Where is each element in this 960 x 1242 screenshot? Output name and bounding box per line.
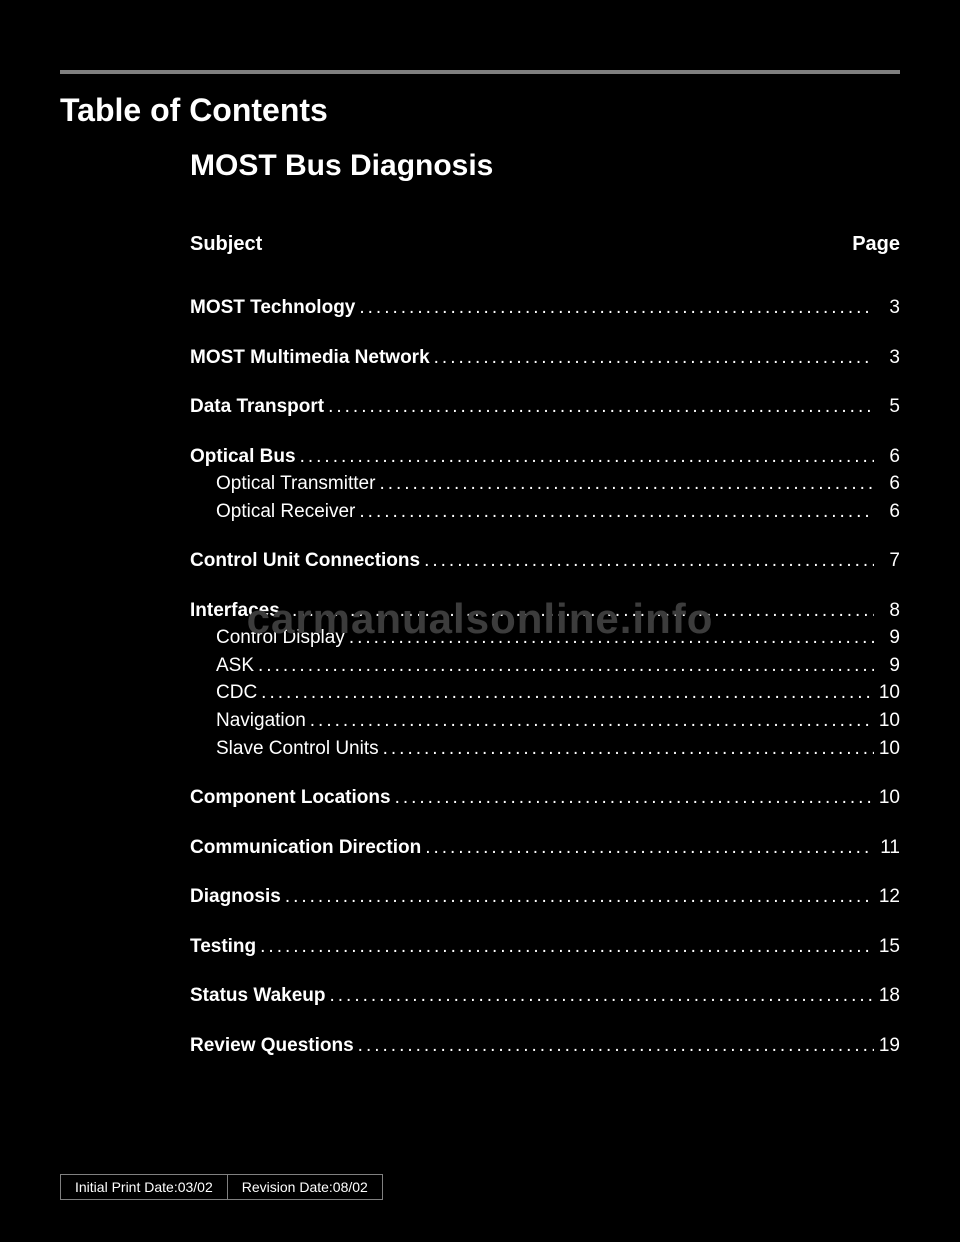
toc-entry-page: 15	[874, 933, 900, 961]
toc-entry-page: 10	[874, 784, 900, 812]
toc-leader-dots	[324, 393, 874, 421]
column-header-row: Subject Page	[190, 233, 900, 256]
toc-entry-page: 18	[874, 982, 900, 1010]
toc-entry-label: Optical Bus	[190, 443, 296, 471]
toc-leader-dots	[355, 498, 874, 526]
toc-leader-dots	[379, 735, 874, 763]
toc-entry-page: 12	[874, 883, 900, 911]
toc-row: CDC 10	[190, 679, 900, 707]
column-header-page: Page	[852, 233, 900, 256]
toc-row: Communication Direction 11	[190, 834, 900, 862]
toc-entry-label: ASK	[190, 652, 254, 680]
toc-entry-page: 8	[874, 597, 900, 625]
toc-row: ASK 9	[190, 652, 900, 680]
toc-entry-label: Communication Direction	[190, 834, 421, 862]
toc-leader-dots	[257, 679, 874, 707]
toc-row: Navigation 10	[190, 707, 900, 735]
toc-row: Testing 15	[190, 933, 900, 961]
toc-row: Component Locations 10	[190, 784, 900, 812]
toc-row: Slave Control Units 10	[190, 735, 900, 763]
toc-entry-label: Navigation	[190, 707, 306, 735]
toc-entry-page: 10	[874, 679, 900, 707]
toc-leader-dots	[306, 707, 874, 735]
document-title: MOST Bus Diagnosis	[190, 149, 900, 183]
footer-revision-date: Revision Date:08/02	[228, 1174, 383, 1200]
toc-row: Optical Transmitter 6	[190, 470, 900, 498]
toc-row: MOST Technology 3	[190, 294, 900, 322]
toc-entry-label: Component Locations	[190, 784, 391, 812]
toc-row: Diagnosis 12	[190, 883, 900, 911]
toc-heading: Table of Contents	[60, 92, 900, 129]
toc-entry-page: 9	[874, 652, 900, 680]
toc-entry-label: Status Wakeup	[190, 982, 326, 1010]
toc-entry-label: CDC	[190, 679, 257, 707]
toc-entry-label: Control Display	[190, 624, 345, 652]
column-header-subject: Subject	[190, 233, 262, 256]
toc-row: Optical Receiver 6	[190, 498, 900, 526]
toc-entry-page: 6	[874, 470, 900, 498]
toc-row: Status Wakeup 18	[190, 982, 900, 1010]
toc-leader-dots	[281, 883, 874, 911]
toc-entry-page: 11	[874, 834, 900, 862]
footer: Initial Print Date:03/02 Revision Date:0…	[60, 1174, 383, 1200]
toc-entry-label: Slave Control Units	[190, 735, 379, 763]
toc-leader-dots	[420, 547, 874, 575]
toc-list: MOST Technology 3 MOST Multimedia Network 3…	[190, 294, 900, 1059]
document-page: Table of Contents MOST Bus Diagnosis Sub…	[0, 0, 960, 1242]
toc-row: Review Questions 19	[190, 1032, 900, 1060]
toc-entry-label: Review Questions	[190, 1032, 354, 1060]
toc-row: Interfaces 8	[190, 597, 900, 625]
toc-entry-page: 3	[874, 294, 900, 322]
toc-leader-dots	[375, 470, 874, 498]
toc-leader-dots	[296, 443, 874, 471]
toc-entry-label: Data Transport	[190, 393, 324, 421]
toc-leader-dots	[355, 294, 874, 322]
toc-leader-dots	[391, 784, 874, 812]
toc-entry-label: Optical Receiver	[190, 498, 355, 526]
toc-leader-dots	[430, 344, 874, 372]
toc-leader-dots	[354, 1032, 874, 1060]
toc-row: Data Transport 5	[190, 393, 900, 421]
top-rule	[60, 70, 900, 74]
toc-entry-page: 3	[874, 344, 900, 372]
toc-row: Control Display 9	[190, 624, 900, 652]
toc-entry-page: 10	[874, 735, 900, 763]
toc-entry-label: Control Unit Connections	[190, 547, 420, 575]
footer-initial-date: Initial Print Date:03/02	[60, 1174, 228, 1200]
toc-leader-dots	[345, 624, 874, 652]
toc-entry-label: MOST Multimedia Network	[190, 344, 430, 372]
toc-entry-label: Diagnosis	[190, 883, 281, 911]
toc-entry-page: 9	[874, 624, 900, 652]
toc-leader-dots	[421, 834, 874, 862]
toc-row: Optical Bus 6	[190, 443, 900, 471]
toc-row: MOST Multimedia Network 3	[190, 344, 900, 372]
toc-leader-dots	[256, 933, 874, 961]
toc-leader-dots	[254, 652, 874, 680]
toc-entry-page: 5	[874, 393, 900, 421]
toc-entry-label: Interfaces	[190, 597, 280, 625]
content-block: MOST Bus Diagnosis Subject Page MOST Tec…	[190, 149, 900, 1059]
toc-entry-label: Testing	[190, 933, 256, 961]
toc-entry-label: MOST Technology	[190, 294, 355, 322]
toc-leader-dots	[280, 597, 874, 625]
toc-entry-page: 6	[874, 498, 900, 526]
toc-entry-page: 10	[874, 707, 900, 735]
toc-entry-page: 19	[874, 1032, 900, 1060]
toc-entry-label: Optical Transmitter	[190, 470, 375, 498]
toc-entry-page: 6	[874, 443, 900, 471]
toc-entry-page: 7	[874, 547, 900, 575]
toc-row: Control Unit Connections 7	[190, 547, 900, 575]
toc-leader-dots	[326, 982, 875, 1010]
